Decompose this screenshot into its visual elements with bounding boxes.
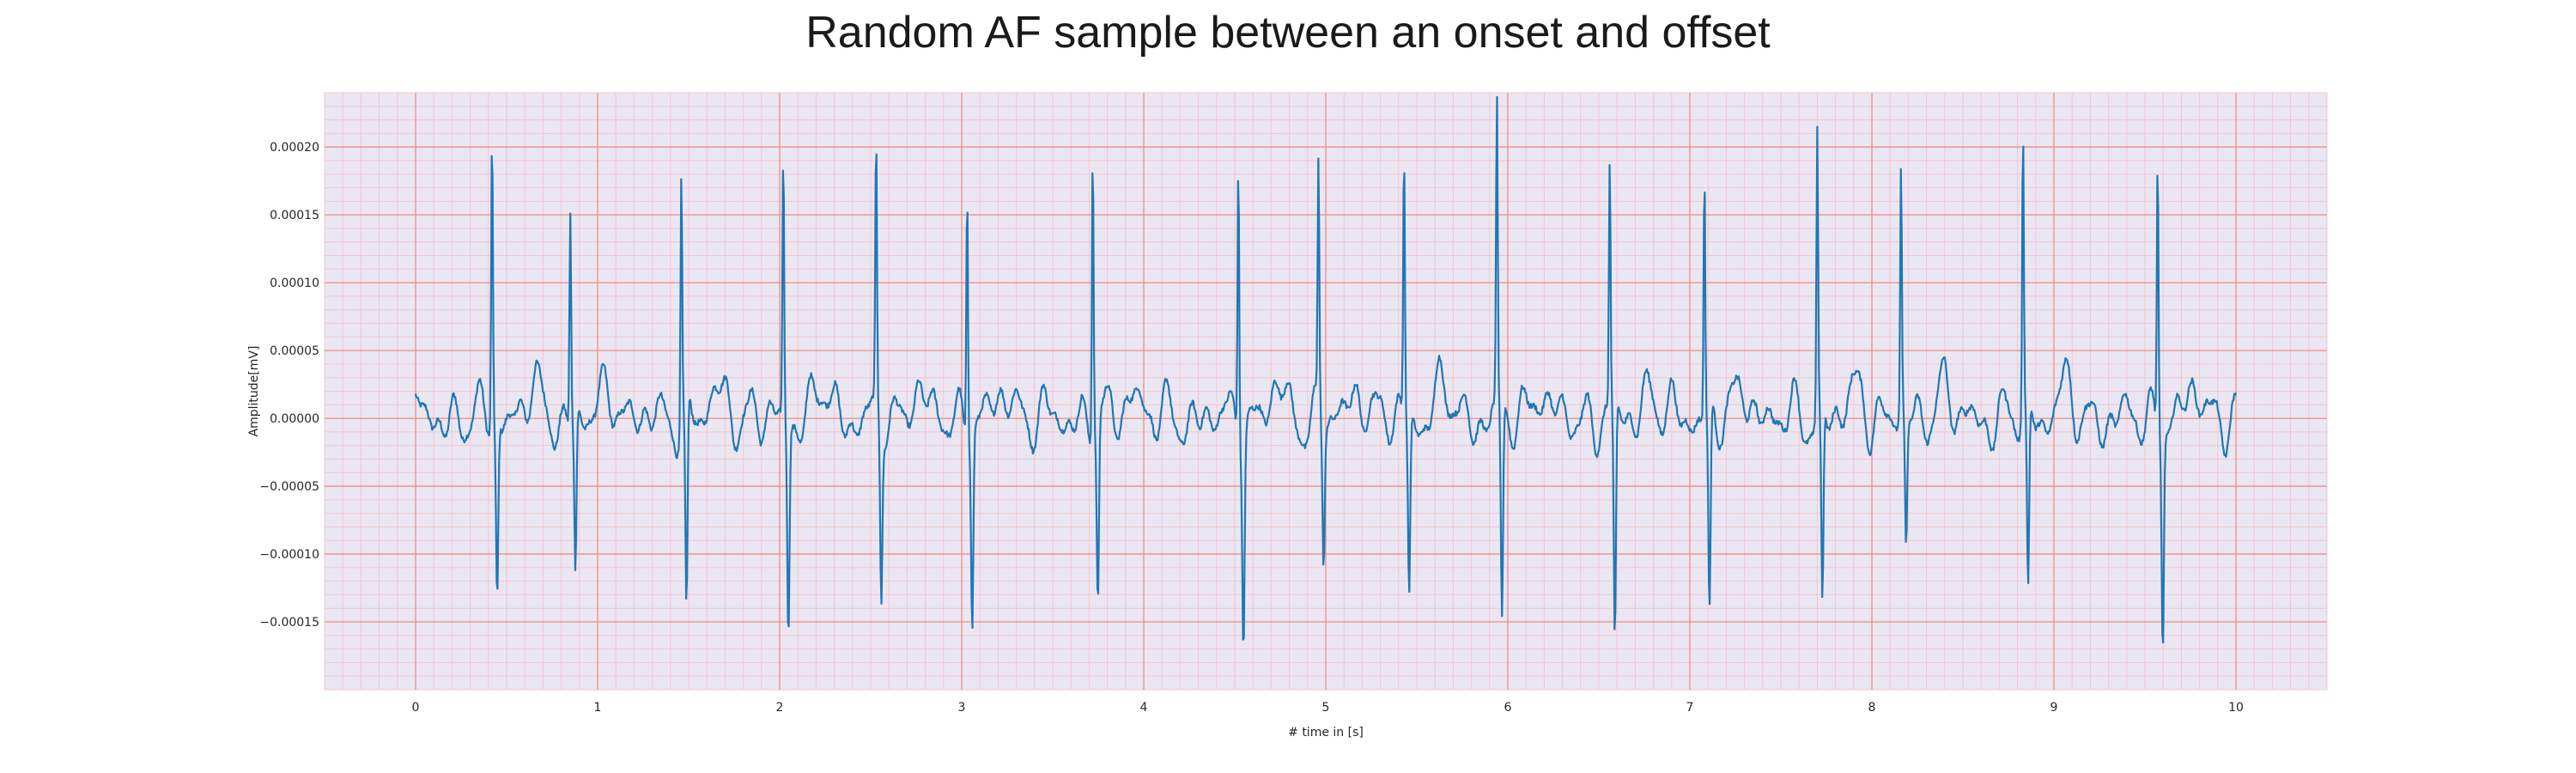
chart-title: Random AF sample between an onset and of… [805, 8, 1771, 58]
y-tick-label: −0.00010 [259, 548, 319, 562]
x-tick-label: 7 [1686, 701, 1694, 715]
x-tick-label: 0 [412, 701, 420, 715]
y-tick-label: 0.00005 [270, 344, 319, 358]
x-tick-label: 8 [1868, 701, 1876, 715]
x-tick-label: 1 [594, 701, 602, 715]
x-tick-label: 3 [958, 701, 966, 715]
x-axis-label: # time in [s] [1288, 726, 1364, 740]
x-tick-label: 10 [2228, 701, 2244, 715]
x-tick-label: 6 [1504, 701, 1512, 715]
y-tick-label: 0.00000 [270, 412, 319, 426]
y-tick-label: −0.00005 [259, 480, 319, 494]
x-tick-label: 9 [2050, 701, 2058, 715]
x-axis-ticks: 0 1 2 3 4 5 6 7 8 9 10 [412, 701, 2244, 715]
y-tick-label: 0.00015 [270, 209, 319, 222]
y-tick-label: 0.00010 [270, 277, 319, 290]
x-tick-label: 5 [1322, 701, 1330, 715]
x-tick-label: 2 [776, 701, 784, 715]
y-axis-label: Amplitude[mV] [247, 346, 261, 437]
x-tick-label: 4 [1140, 701, 1148, 715]
ecg-signal-line [414, 95, 2238, 644]
y-tick-label: −0.00015 [259, 616, 319, 630]
y-axis-ticks: −0.00015 −0.00010 −0.00005 0.00000 0.00005 0.… [259, 141, 319, 630]
y-tick-label: 0.00020 [270, 141, 319, 155]
